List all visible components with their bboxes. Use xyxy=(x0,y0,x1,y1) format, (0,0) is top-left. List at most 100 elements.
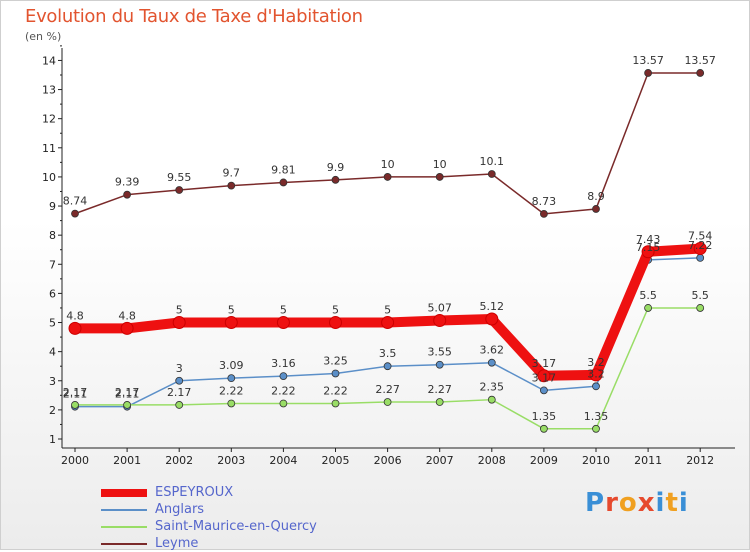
data-point xyxy=(696,253,705,262)
data-label: 3.55 xyxy=(427,346,452,359)
data-point xyxy=(329,316,342,330)
data-label: 2.27 xyxy=(427,383,452,396)
data-label: 3 xyxy=(176,362,183,375)
data-point xyxy=(123,190,131,199)
data-point xyxy=(331,369,340,378)
data-label: 2.35 xyxy=(480,381,505,394)
data-point xyxy=(383,362,392,371)
legend: ESPEYROUX Anglars Saint-Maurice-en-Quercy L… xyxy=(101,484,317,552)
legend-label: Leyme xyxy=(155,536,199,551)
data-point xyxy=(381,316,395,330)
logo-letter: i xyxy=(678,488,689,518)
data-point xyxy=(487,170,496,178)
data-point xyxy=(644,304,652,312)
x-tick-label: 2004 xyxy=(269,454,297,467)
data-point xyxy=(224,316,238,330)
data-label: 9.7 xyxy=(223,167,241,180)
data-label: 5.07 xyxy=(427,301,452,314)
data-label: 2.22 xyxy=(271,384,296,397)
data-point xyxy=(383,173,392,181)
data-label: 5 xyxy=(280,304,287,317)
data-point xyxy=(487,358,496,367)
y-tick-label: 1 xyxy=(49,433,56,446)
y-tick-label: 10 xyxy=(42,171,56,184)
data-point xyxy=(331,399,340,408)
data-point xyxy=(592,205,600,213)
data-label: 8.9 xyxy=(587,190,605,203)
data-label: 2.17 xyxy=(63,386,88,399)
x-tick-label: 2007 xyxy=(426,454,454,467)
data-point xyxy=(589,368,603,382)
data-point xyxy=(540,386,548,395)
data-point xyxy=(71,209,79,218)
data-point xyxy=(383,398,392,406)
y-tick-label: 9 xyxy=(49,200,56,213)
x-tick-label: 2009 xyxy=(530,454,558,467)
data-label: 3.17 xyxy=(532,357,557,370)
data-point xyxy=(172,316,186,330)
data-label: 9.81 xyxy=(271,163,296,176)
y-tick-label: 8 xyxy=(49,229,56,242)
data-label: 8.73 xyxy=(532,195,557,208)
legend-label: ESPEYROUX xyxy=(155,485,234,500)
data-label: 5 xyxy=(176,304,183,317)
legend-label: Anglars xyxy=(155,502,205,517)
data-point xyxy=(540,210,548,218)
data-label: 2.22 xyxy=(323,384,348,397)
data-label: 2.17 xyxy=(167,386,192,399)
y-tick-label: 14 xyxy=(42,54,56,67)
data-point xyxy=(696,304,705,312)
data-point xyxy=(540,424,548,433)
data-point xyxy=(435,398,444,406)
x-tick-label: 2006 xyxy=(374,454,402,467)
chart-subtitle: (en %) xyxy=(25,30,62,43)
x-tick-label: 2008 xyxy=(478,454,506,467)
data-label: 1.35 xyxy=(584,410,609,423)
data-point xyxy=(693,242,707,256)
x-tick-label: 2000 xyxy=(61,454,89,467)
data-label: 7.15 xyxy=(636,241,661,254)
legend-item: Leyme xyxy=(101,535,317,552)
data-point xyxy=(696,69,705,77)
data-point xyxy=(68,321,82,335)
data-label: 7.22 xyxy=(688,239,713,252)
y-tick-label: 11 xyxy=(42,142,56,155)
data-label: 8.74 xyxy=(63,195,88,208)
data-point xyxy=(227,399,236,408)
data-point xyxy=(175,376,184,385)
data-label: 7.54 xyxy=(688,230,713,243)
data-point xyxy=(592,382,600,391)
logo-letter: r xyxy=(605,488,619,518)
data-point xyxy=(227,374,236,383)
x-tick-label: 2005 xyxy=(322,454,350,467)
data-label: 3.5 xyxy=(379,347,397,360)
y-tick-label: 6 xyxy=(49,287,56,300)
data-label: 10 xyxy=(433,158,447,171)
data-point xyxy=(175,401,184,409)
data-point xyxy=(435,173,444,181)
data-label: 3.62 xyxy=(480,344,505,357)
data-point xyxy=(279,399,288,408)
logo-letter: o xyxy=(618,488,638,518)
legend-item: Saint-Maurice-en-Quercy xyxy=(101,518,317,535)
data-label: 3.25 xyxy=(323,354,348,367)
data-point xyxy=(331,175,340,184)
data-point xyxy=(435,360,444,369)
data-label: 5.12 xyxy=(480,300,505,313)
data-label: 1.35 xyxy=(532,410,557,423)
data-label: 7.43 xyxy=(636,233,661,246)
data-label: 5.5 xyxy=(691,289,709,302)
data-label: 5 xyxy=(384,304,391,317)
data-label: 2.11 xyxy=(63,388,88,401)
data-point xyxy=(433,313,447,327)
data-label: 2.11 xyxy=(115,388,140,401)
x-tick-label: 2001 xyxy=(113,454,141,467)
data-label: 5 xyxy=(228,304,235,317)
data-label: 2.17 xyxy=(115,386,140,399)
data-label: 4.8 xyxy=(66,309,84,322)
data-point xyxy=(537,369,551,383)
data-label: 10.1 xyxy=(480,155,505,168)
data-label: 13.57 xyxy=(684,54,716,67)
data-label: 3.2 xyxy=(587,367,605,380)
